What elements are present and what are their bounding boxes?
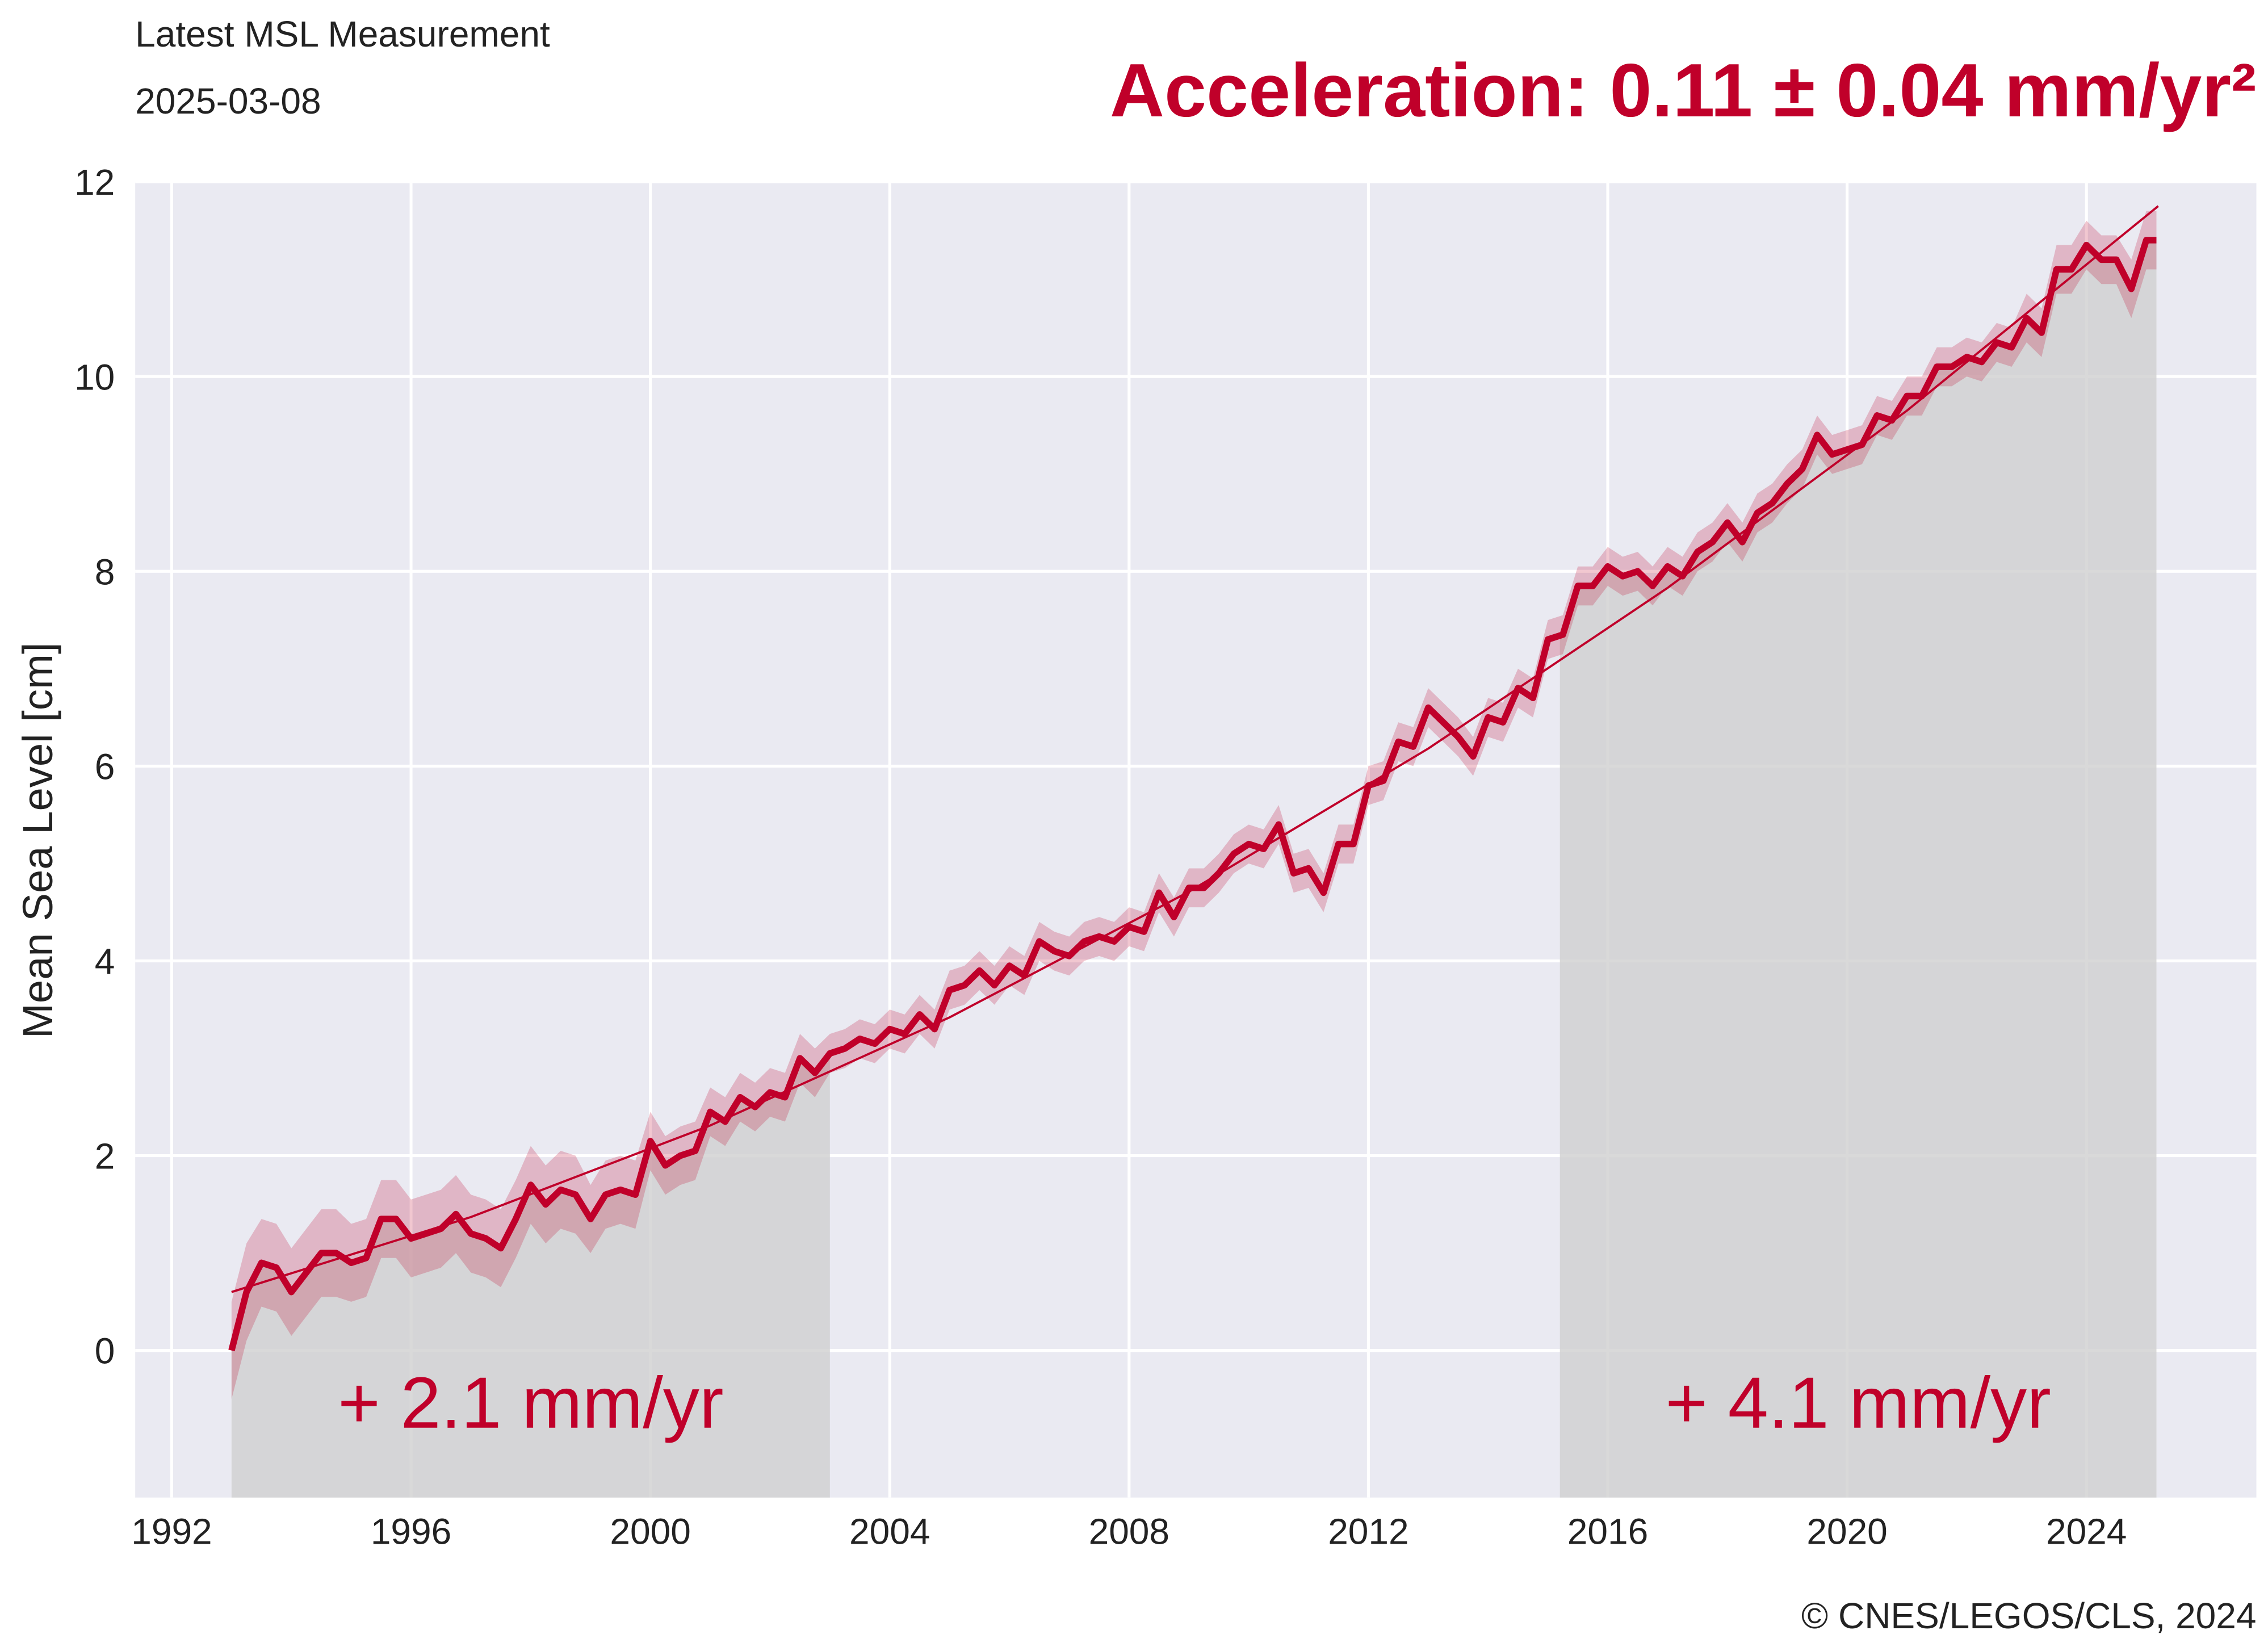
- y-tick-label: 0: [95, 1331, 115, 1372]
- x-tick-label: 2024: [2046, 1511, 2127, 1552]
- span-label: + 2.1 mm/yr: [338, 1363, 723, 1444]
- span-label: + 4.1 mm/yr: [1665, 1363, 2051, 1444]
- y-tick-label: 6: [95, 746, 115, 787]
- x-tick-label: 2000: [610, 1511, 690, 1552]
- y-tick-label: 2: [95, 1136, 115, 1177]
- trend-span: [231, 1053, 830, 1498]
- marks: [228, 205, 2159, 1498]
- uncertainty-band: [231, 211, 2157, 1399]
- x-tick-label: 2012: [1328, 1511, 1408, 1552]
- credit: © CNES/LEGOS/CLS, 2024: [1801, 1595, 2256, 1636]
- y-tick-label: 8: [95, 551, 115, 592]
- chart-title: Acceleration: 0.11 ± 0.04 mm/yr²: [1110, 48, 2257, 133]
- x-tick-label: 2004: [849, 1511, 930, 1552]
- x-tick-label: 1992: [131, 1511, 212, 1552]
- x-tick-label: 2016: [1567, 1511, 1648, 1552]
- header-date: 2025-03-08: [135, 81, 321, 121]
- trend-span: [1559, 240, 2157, 1498]
- y-tick-label: 10: [74, 357, 115, 397]
- x-tick-label: 2008: [1089, 1511, 1169, 1552]
- y-tick-label: 12: [74, 162, 115, 203]
- x-tick-label: 2020: [1806, 1511, 1887, 1552]
- trend-line: [231, 205, 2159, 1293]
- header-title: Latest MSL Measurement: [135, 14, 550, 55]
- x-tick-label: 1996: [371, 1511, 451, 1552]
- y-axis-label: Mean Sea Level [cm]: [14, 642, 61, 1038]
- y-tick-label: 4: [95, 941, 115, 982]
